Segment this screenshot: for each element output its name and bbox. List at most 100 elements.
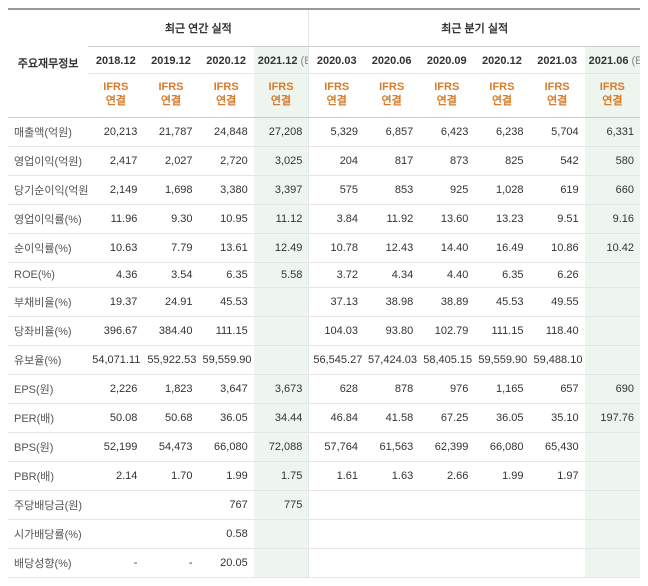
- period-row: 2018.122019.122020.122021.12 (E)2020.032…: [8, 47, 640, 74]
- table-row: 당기순이익(억원)2,1491,6983,3803,3975758539251,…: [8, 175, 640, 204]
- cell-value: 873: [419, 146, 474, 175]
- cell-value: 1.97: [530, 461, 585, 490]
- cell-value: 1.99: [199, 461, 254, 490]
- column-basis: IFRS연결: [309, 74, 364, 118]
- cell-value: 3,647: [199, 374, 254, 403]
- cell-value: 2,027: [143, 146, 198, 175]
- cell-value: [364, 490, 419, 519]
- cell-value: 57,424.03: [364, 345, 419, 374]
- column-period: 2018.12: [88, 47, 143, 74]
- table-row: ROE(%)4.363.546.355.583.724.344.406.356.…: [8, 262, 640, 287]
- cell-value: 59,488.10: [530, 345, 585, 374]
- cell-value: 6.35: [474, 262, 529, 287]
- column-period: 2019.12: [143, 47, 198, 74]
- cell-value: 396.67: [88, 316, 143, 345]
- table-row: 유보율(%)54,071.1155,922.5359,559.9056,545.…: [8, 345, 640, 374]
- row-label: 부채비율(%): [8, 287, 88, 316]
- cell-value: 14.40: [419, 233, 474, 262]
- cell-value: 35.10: [530, 403, 585, 432]
- cell-value: 12.43: [364, 233, 419, 262]
- cell-value: [419, 490, 474, 519]
- cell-value: [530, 519, 585, 548]
- cell-value: 1,823: [143, 374, 198, 403]
- column-period: 2020.12: [199, 47, 254, 74]
- cell-value: 20,213: [88, 117, 143, 146]
- column-period: 2020.03: [309, 47, 364, 74]
- column-period: 2020.06: [364, 47, 419, 74]
- cell-value: 4.36: [88, 262, 143, 287]
- column-basis: IFRS연결: [254, 74, 309, 118]
- cell-value: 46.84: [309, 403, 364, 432]
- cell-value: 6.26: [530, 262, 585, 287]
- cell-value: [88, 490, 143, 519]
- table-row: 매출액(억원)20,21321,78724,84827,2085,3296,85…: [8, 117, 640, 146]
- cell-value: 56,545.27: [309, 345, 364, 374]
- table-row: PBR(배)2.141.701.991.751.611.632.661.991.…: [8, 461, 640, 490]
- cell-value: 3,673: [254, 374, 309, 403]
- cell-value: 34.44: [254, 403, 309, 432]
- column-basis: IFRS연결: [419, 74, 474, 118]
- cell-value: 24.91: [143, 287, 198, 316]
- cell-value: 59,559.90: [474, 345, 529, 374]
- cell-value: 24,848: [199, 117, 254, 146]
- cell-value: [585, 316, 640, 345]
- cell-value: 45.53: [474, 287, 529, 316]
- cell-value: 54,473: [143, 432, 198, 461]
- cell-value: [474, 548, 529, 577]
- table-row: 주당배당금(원) 767775: [8, 490, 640, 519]
- cell-value: 38.89: [419, 287, 474, 316]
- column-basis: IFRS연결: [88, 74, 143, 118]
- cell-value: [474, 519, 529, 548]
- cell-value: 1.99: [474, 461, 529, 490]
- cell-value: 111.15: [474, 316, 529, 345]
- row-label: BPS(원): [8, 432, 88, 461]
- cell-value: 45.53: [199, 287, 254, 316]
- cell-value: 2.14: [88, 461, 143, 490]
- cell-value: 54,071.11: [88, 345, 143, 374]
- cell-value: [585, 432, 640, 461]
- cell-value: 6,857: [364, 117, 419, 146]
- cell-value: [309, 548, 364, 577]
- cell-value: 72,088: [254, 432, 309, 461]
- cell-value: 3,025: [254, 146, 309, 175]
- row-label: 주당배당금(원): [8, 490, 88, 519]
- cell-value: 3.84: [309, 204, 364, 233]
- cell-value: 16.49: [474, 233, 529, 262]
- cell-value: 9.30: [143, 204, 198, 233]
- cell-value: 13.61: [199, 233, 254, 262]
- cell-value: 6.35: [199, 262, 254, 287]
- cell-value: [364, 548, 419, 577]
- cell-value: 5.58: [254, 262, 309, 287]
- cell-value: 628: [309, 374, 364, 403]
- cell-value: 21,787: [143, 117, 198, 146]
- cell-value: 93.80: [364, 316, 419, 345]
- cell-value: [585, 262, 640, 287]
- table-row: 순이익률(%)10.637.7913.6112.4910.7812.4314.4…: [8, 233, 640, 262]
- cell-value: 37.13: [309, 287, 364, 316]
- column-basis: IFRS연결: [585, 74, 640, 118]
- cell-value: 575: [309, 175, 364, 204]
- row-label: 순이익률(%): [8, 233, 88, 262]
- table-row: 영업이익(억원)2,4172,0272,7203,025204817873825…: [8, 146, 640, 175]
- cell-value: 767: [199, 490, 254, 519]
- cell-value: 1,698: [143, 175, 198, 204]
- table-row: 당좌비율(%)396.67384.40111.15104.0393.80102.…: [8, 316, 640, 345]
- cell-value: 65,430: [530, 432, 585, 461]
- cell-value: [143, 519, 198, 548]
- cell-value: 775: [254, 490, 309, 519]
- cell-value: 50.68: [143, 403, 198, 432]
- cell-value: 10.86: [530, 233, 585, 262]
- cell-value: 66,080: [199, 432, 254, 461]
- cell-value: [309, 519, 364, 548]
- cell-value: [419, 548, 474, 577]
- row-label: 당좌비율(%): [8, 316, 88, 345]
- table-row: 영업이익률(%)11.969.3010.9511.123.8411.9213.6…: [8, 204, 640, 233]
- cell-value: 10.95: [199, 204, 254, 233]
- cell-value: 1.75: [254, 461, 309, 490]
- cell-value: 118.40: [530, 316, 585, 345]
- group-header-quarter: 최근 분기 실적: [309, 9, 640, 47]
- cell-value: [254, 287, 309, 316]
- cell-value: 27,208: [254, 117, 309, 146]
- cell-value: 20.05: [199, 548, 254, 577]
- cell-value: [585, 287, 640, 316]
